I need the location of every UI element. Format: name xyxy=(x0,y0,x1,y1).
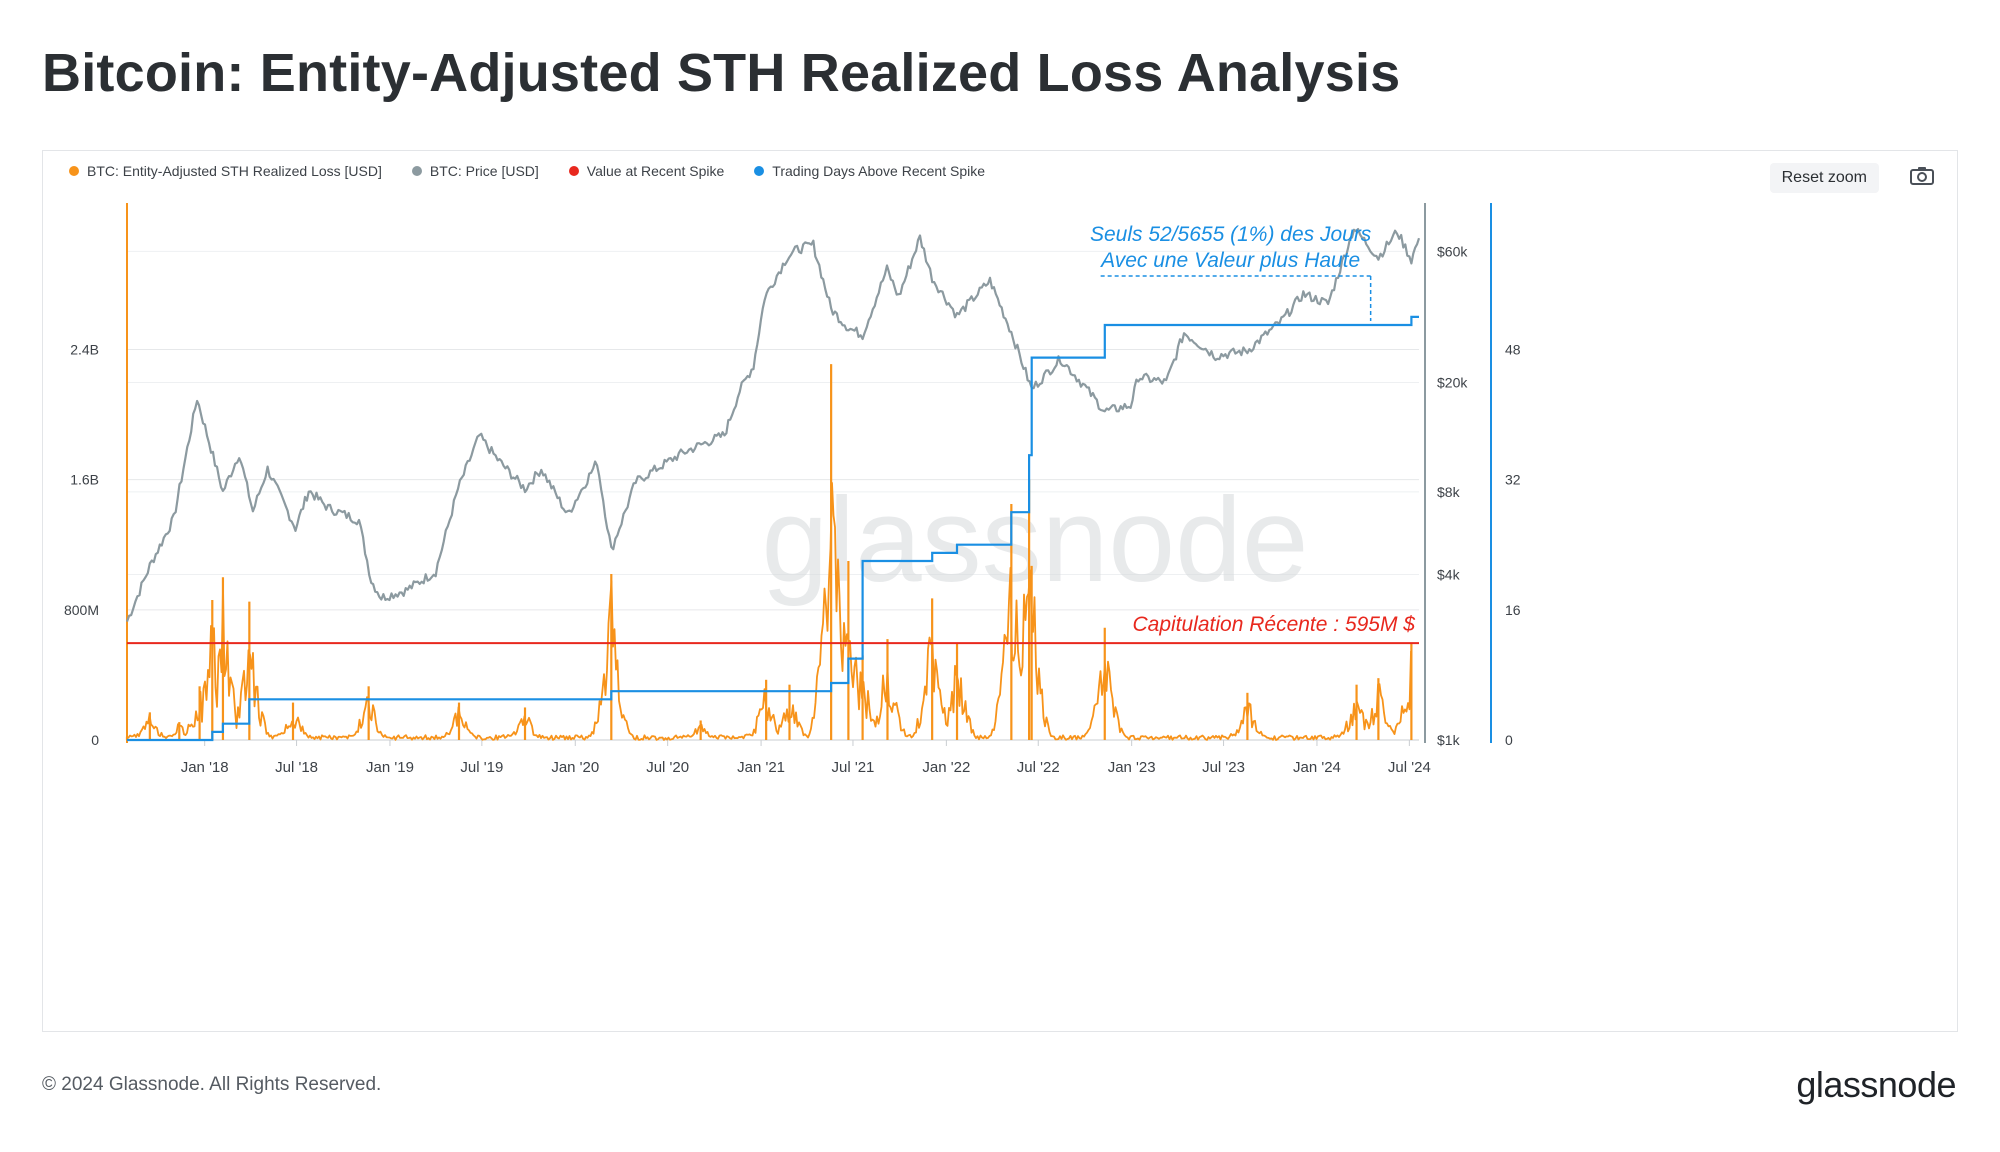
series-line-sth-loss xyxy=(126,482,1412,741)
page-title: Bitcoin: Entity-Adjusted STH Realized Lo… xyxy=(42,43,1401,103)
y-price-tick-label: $60k xyxy=(1437,243,1468,259)
x-tick-label: Jan '23 xyxy=(1108,759,1156,776)
series-line-price xyxy=(125,228,1421,622)
legend-label: Trading Days Above Recent Spike xyxy=(772,163,986,179)
y-price-tick-label: $4k xyxy=(1437,567,1461,583)
x-tick-label: Jul '21 xyxy=(832,759,875,776)
y-left-tick-label: 2.4B xyxy=(70,341,99,357)
y-price-tick-label: $8k xyxy=(1437,484,1461,500)
x-tick-label: Jul '20 xyxy=(646,759,689,776)
glassnode-logo: glassnode xyxy=(1796,1064,1956,1105)
legend-label: BTC: Entity-Adjusted STH Realized Loss [… xyxy=(87,163,382,179)
x-tick-label: Jan '20 xyxy=(551,759,599,776)
x-tick-label: Jul '23 xyxy=(1202,759,1245,776)
series-layer xyxy=(125,228,1421,742)
y-price-tick-label: $1k xyxy=(1437,732,1461,748)
x-tick-label: Jan '21 xyxy=(737,759,785,776)
axis-layer: 0 800M 1.6B 2.4B $1k $4k $8k $20k $60k 0 16 32 48 Jan… xyxy=(64,203,1521,776)
legend-label: Value at Recent Spike xyxy=(586,163,725,179)
legend-dot-price xyxy=(411,166,422,176)
y-days-tick-label: 16 xyxy=(1505,602,1521,618)
y-left-tick-label: 0 xyxy=(91,732,99,748)
y-days-tick-label: 32 xyxy=(1505,472,1521,488)
chart-svg[interactable]: glassnode 0 800M 1.6B 2.4B $1k $4k $8k $20k $60k… xyxy=(43,151,1957,1031)
annotation-days-line1: Seuls 52/5655 (1%) des Jours xyxy=(1090,223,1372,246)
series-line-trading-days xyxy=(127,315,1419,742)
annotation-capitulation: Capitulation Récente : 595M $ xyxy=(1132,613,1415,636)
reset-zoom-button[interactable]: Reset zoom xyxy=(1769,163,1879,193)
x-tick-label: Jan '19 xyxy=(366,759,414,776)
x-tick-label: Jul '22 xyxy=(1017,759,1060,776)
y-days-tick-label: 48 xyxy=(1505,341,1521,357)
chart-panel: BTC: Entity-Adjusted STH Realized Loss [… xyxy=(42,150,1958,1032)
annotation-days-line2: Avec une Valeur plus Haute xyxy=(1099,249,1360,272)
x-tick-label: Jan '18 xyxy=(181,759,229,776)
x-tick-label: Jul '24 xyxy=(1388,759,1431,776)
chart-legend: BTC: Entity-Adjusted STH Realized Loss [… xyxy=(69,163,985,179)
camera-icon[interactable] xyxy=(1909,165,1935,187)
legend-dot-trading-days xyxy=(754,166,765,176)
y-price-tick-label: $20k xyxy=(1437,374,1468,390)
legend-label: BTC: Price [USD] xyxy=(429,163,539,179)
legend-dot-sth-loss xyxy=(69,166,79,176)
legend-item-price[interactable]: BTC: Price [USD] xyxy=(411,163,539,179)
x-tick-label: Jan '24 xyxy=(1293,759,1341,776)
legend-item-recent-spike[interactable]: Value at Recent Spike xyxy=(568,163,725,179)
y-days-tick-label: 0 xyxy=(1505,732,1513,748)
y-left-tick-label: 800M xyxy=(64,602,99,618)
copyright-text: © 2024 Glassnode. All Rights Reserved. xyxy=(42,1074,382,1095)
x-tick-label: Jul '19 xyxy=(460,759,503,776)
annotation-layer: Seuls 52/5655 (1%) des Jours Avec une Va… xyxy=(1090,223,1415,636)
watermark-text: glassnode xyxy=(761,473,1308,607)
legend-item-trading-days[interactable]: Trading Days Above Recent Spike xyxy=(754,163,985,179)
y-left-tick-label: 1.6B xyxy=(70,472,99,488)
x-tick-label: Jan '22 xyxy=(922,759,970,776)
legend-item-sth-loss[interactable]: BTC: Entity-Adjusted STH Realized Loss [… xyxy=(69,163,382,179)
legend-dot-recent-spike xyxy=(568,166,579,176)
x-tick-label: Jul '18 xyxy=(275,759,318,776)
